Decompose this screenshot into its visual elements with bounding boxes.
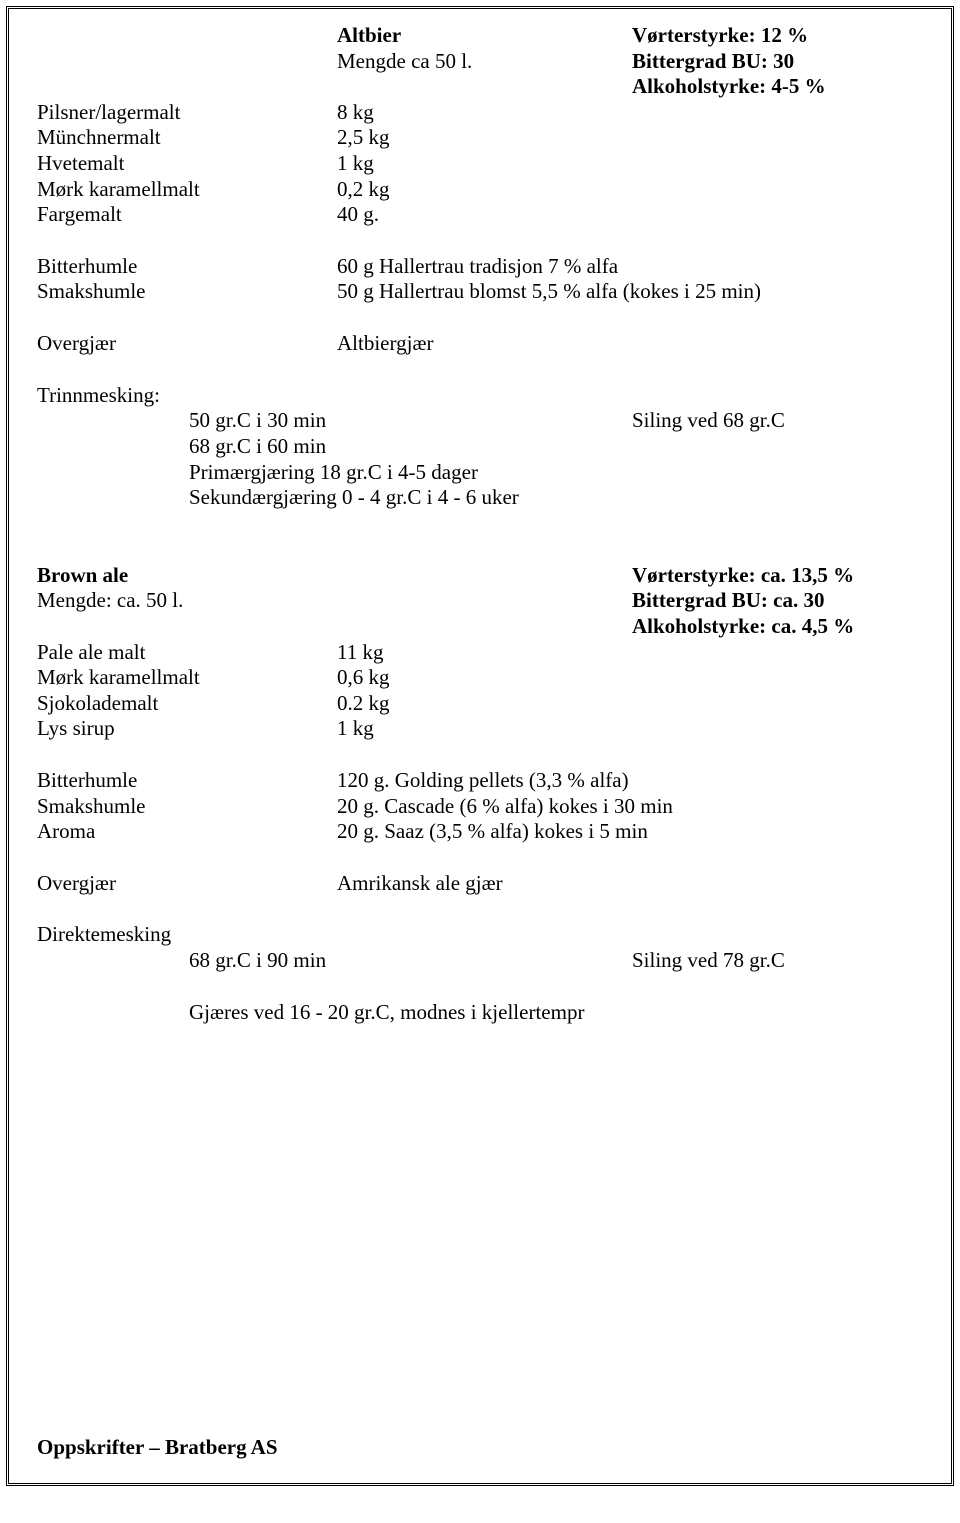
recipe2-bitter: Bittergrad BU: ca. 30 (632, 588, 923, 614)
recipe2-header-row2: Mengde: ca. 50 l. Bittergrad BU: ca. 30 (37, 588, 923, 614)
recipe1-ferment2: Sekundærgjæring 0 - 4 gr.C i 4 - 6 uker (37, 485, 923, 511)
yeast-label: Overgjær (37, 331, 337, 357)
recipe1-yeast-row: Overgjær Altbiergjær (37, 331, 923, 357)
malt-label: Sjokolademalt (37, 691, 337, 717)
recipe2-malt-row-1: Mørk karamellmalt 0,6 kg (37, 665, 923, 691)
malt-label: Hvetemalt (37, 151, 337, 177)
recipe2-header-row1: Brown ale Vørterstyrke: ca. 13,5 % (37, 563, 923, 589)
recipe1-strength: Vørterstyrke: 12 % (632, 23, 923, 49)
malt-qty: 0,6 kg (337, 665, 632, 691)
aromahop-label: Smakshumle (37, 794, 337, 820)
recipe1-bitter: Bittergrad BU: 30 (632, 49, 923, 75)
recipe2-header-row3: Alkoholstyrke: ca. 4,5 % (37, 614, 923, 640)
recipe1-name: Altbier (337, 23, 632, 49)
recipe2-aroma2-row: Aroma 20 g. Saaz (3,5 % alfa) kokes i 5 … (37, 819, 923, 845)
malt-label: Münchnermalt (37, 125, 337, 151)
recipe1-mash-title: Trinnmesking: (37, 383, 923, 409)
recipe1-malt-row-2: Hvetemalt 1 kg (37, 151, 923, 177)
mash-siling: Siling ved 78 gr.C (632, 948, 785, 974)
bitterhop-label: Bitterhumle (37, 254, 337, 280)
recipe1-malt-row-1: Münchnermalt 2,5 kg (37, 125, 923, 151)
recipe1-malt-row-4: Fargemalt 40 g. (37, 202, 923, 228)
aromahop-label: Smakshumle (37, 279, 337, 305)
recipe2-malt-row-2: Sjokolademalt 0.2 kg (37, 691, 923, 717)
malt-label: Mørk karamellmalt (37, 665, 337, 691)
malt-label: Lys sirup (37, 716, 337, 742)
aromahop-value: 50 g Hallertrau blomst 5,5 % alfa (kokes… (337, 279, 761, 305)
recipe2-bitterhop-row: Bitterhumle 120 g. Golding pellets (3,3 … (37, 768, 923, 794)
recipe2-mash-title: Direktemesking (37, 922, 923, 948)
malt-qty: 1 kg (337, 716, 632, 742)
recipe2-mash-row1: 68 gr.C i 90 min Siling ved 78 gr.C (37, 948, 923, 974)
recipe1-malt-row-0: Pilsner/lagermalt 8 kg (37, 100, 923, 126)
malt-label: Fargemalt (37, 202, 337, 228)
recipe1-bitterhop-row: Bitterhumle 60 g Hallertrau tradisjon 7 … (37, 254, 923, 280)
recipe1-header-row2: Mengde ca 50 l. Bittergrad BU: 30 (37, 49, 923, 75)
page-footer: Oppskrifter – Bratberg AS (37, 1435, 278, 1461)
recipe1-header-row1: Altbier Vørterstyrke: 12 % (37, 23, 923, 49)
recipe2-ferment: Gjæres ved 16 - 20 gr.C, modnes i kjelle… (37, 1000, 923, 1026)
mash-siling: Siling ved 68 gr.C (632, 408, 785, 434)
document-frame: Altbier Vørterstyrke: 12 % Mengde ca 50 … (6, 6, 954, 1486)
aroma2-value: 20 g. Saaz (3,5 % alfa) kokes i 5 min (337, 819, 648, 845)
malt-qty: 2,5 kg (337, 125, 632, 151)
recipe2-aromahop-row: Smakshumle 20 g. Cascade (6 % alfa) koke… (37, 794, 923, 820)
recipe1-header-row3: Alkoholstyrke: 4-5 % (37, 74, 923, 100)
bitterhop-value: 120 g. Golding pellets (3,3 % alfa) (337, 768, 629, 794)
mash-step: 68 gr.C i 90 min (189, 948, 632, 974)
mash-step: 50 gr.C i 30 min (189, 408, 632, 434)
yeast-value: Altbiergjær (337, 331, 433, 357)
aromahop-value: 20 g. Cascade (6 % alfa) kokes i 30 min (337, 794, 673, 820)
recipe2-yeast-row: Overgjær Amrikansk ale gjær (37, 871, 923, 897)
yeast-label: Overgjær (37, 871, 337, 897)
malt-label: Pale ale malt (37, 640, 337, 666)
malt-qty: 0.2 kg (337, 691, 632, 717)
recipe1-alc: Alkoholstyrke: 4-5 % (632, 74, 923, 100)
bitterhop-label: Bitterhumle (37, 768, 337, 794)
recipe1-ferment1: Primærgjæring 18 gr.C i 4-5 dager (37, 460, 923, 486)
recipe2-malt-row-0: Pale ale malt 11 kg (37, 640, 923, 666)
yeast-value: Amrikansk ale gjær (337, 871, 503, 897)
recipe1-mash-row2: 68 gr.C i 60 min (37, 434, 923, 460)
recipe2-name: Brown ale (37, 563, 337, 589)
malt-qty: 11 kg (337, 640, 632, 666)
aroma2-label: Aroma (37, 819, 337, 845)
bitterhop-value: 60 g Hallertrau tradisjon 7 % alfa (337, 254, 618, 280)
malt-qty: 0,2 kg (337, 177, 632, 203)
malt-qty: 1 kg (337, 151, 632, 177)
recipe1-malt-row-3: Mørk karamellmalt 0,2 kg (37, 177, 923, 203)
recipe1-batch: Mengde ca 50 l. (337, 49, 632, 75)
malt-label: Mørk karamellmalt (37, 177, 337, 203)
recipe1-aromahop-row: Smakshumle 50 g Hallertrau blomst 5,5 % … (37, 279, 923, 305)
recipe2-malt-row-3: Lys sirup 1 kg (37, 716, 923, 742)
malt-qty: 8 kg (337, 100, 632, 126)
recipe2-alc: Alkoholstyrke: ca. 4,5 % (632, 614, 923, 640)
malt-label: Pilsner/lagermalt (37, 100, 337, 126)
malt-qty: 40 g. (337, 202, 632, 228)
recipe1-mash-row1: 50 gr.C i 30 min Siling ved 68 gr.C (37, 408, 923, 434)
recipe2-batch: Mengde: ca. 50 l. (37, 588, 337, 614)
recipe2-strength: Vørterstyrke: ca. 13,5 % (632, 563, 923, 589)
